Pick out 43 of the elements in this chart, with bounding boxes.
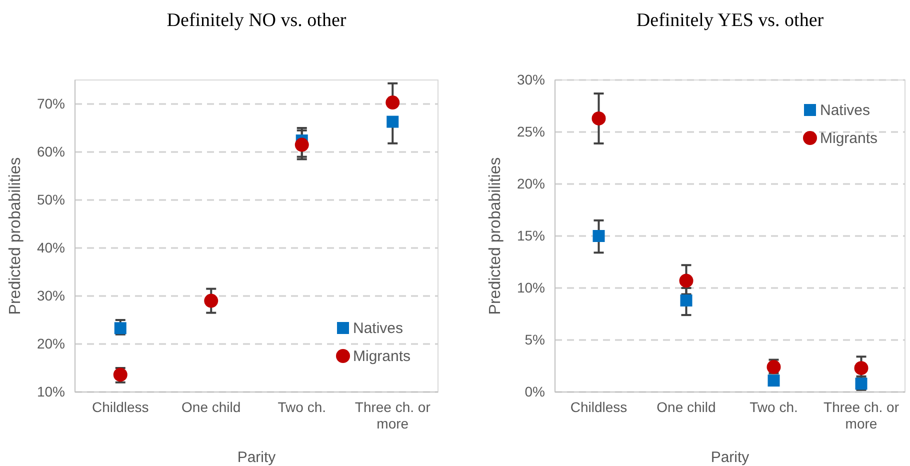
legend-label: Migrants (353, 348, 411, 365)
y-tick-label: 20% (36, 335, 65, 352)
y-tick-label: 15% (516, 227, 545, 244)
legend-label: Natives (820, 102, 870, 119)
y-tick-label: 40% (36, 239, 65, 256)
chart-title: Definitely YES vs. other (636, 10, 824, 31)
point (114, 322, 126, 334)
x-tick-label: Two ch. (278, 398, 326, 415)
y-tick-label: 10% (516, 279, 545, 296)
point (204, 294, 218, 308)
x-axis-title: Parity (710, 449, 750, 466)
point (768, 374, 780, 387)
point (592, 111, 606, 126)
x-tick-label: Childless (570, 398, 628, 415)
y-tick-label: 5% (524, 331, 545, 348)
x-tick-label: Childless (92, 398, 149, 415)
point (294, 138, 309, 152)
y-tick-label: 50% (36, 191, 65, 208)
point (592, 230, 605, 242)
legend-label: Migrants (820, 130, 878, 147)
y-axis-title: Predicted probabilities (7, 157, 24, 315)
y-tick-label: 0% (524, 383, 545, 400)
y-tick-label: 30% (516, 71, 545, 88)
y-tick-label: 25% (516, 123, 545, 140)
point (386, 116, 399, 128)
y-tick-label: 70% (36, 95, 65, 112)
x-tick-label: Three ch. or more (824, 398, 900, 432)
point (679, 274, 694, 288)
x-tick-label: One child (182, 398, 241, 415)
chart-title: Definitely NO vs. other (166, 10, 347, 31)
point (680, 294, 692, 306)
y-axis-title: Predicted probabilities (487, 157, 504, 315)
point (854, 361, 868, 376)
y-tick-label: 30% (36, 287, 65, 304)
x-tick-label: Three ch. or more (354, 398, 431, 432)
y-tick-label: 60% (36, 143, 65, 160)
x-axis-title: Parity (237, 449, 276, 466)
y-tick-label: 20% (516, 175, 545, 192)
x-tick-label: Two ch. (750, 398, 798, 415)
x-tick-label: One child (656, 398, 716, 415)
y-tick-label: 10% (36, 383, 65, 400)
legend-label: Natives (353, 320, 404, 337)
point (386, 96, 400, 110)
